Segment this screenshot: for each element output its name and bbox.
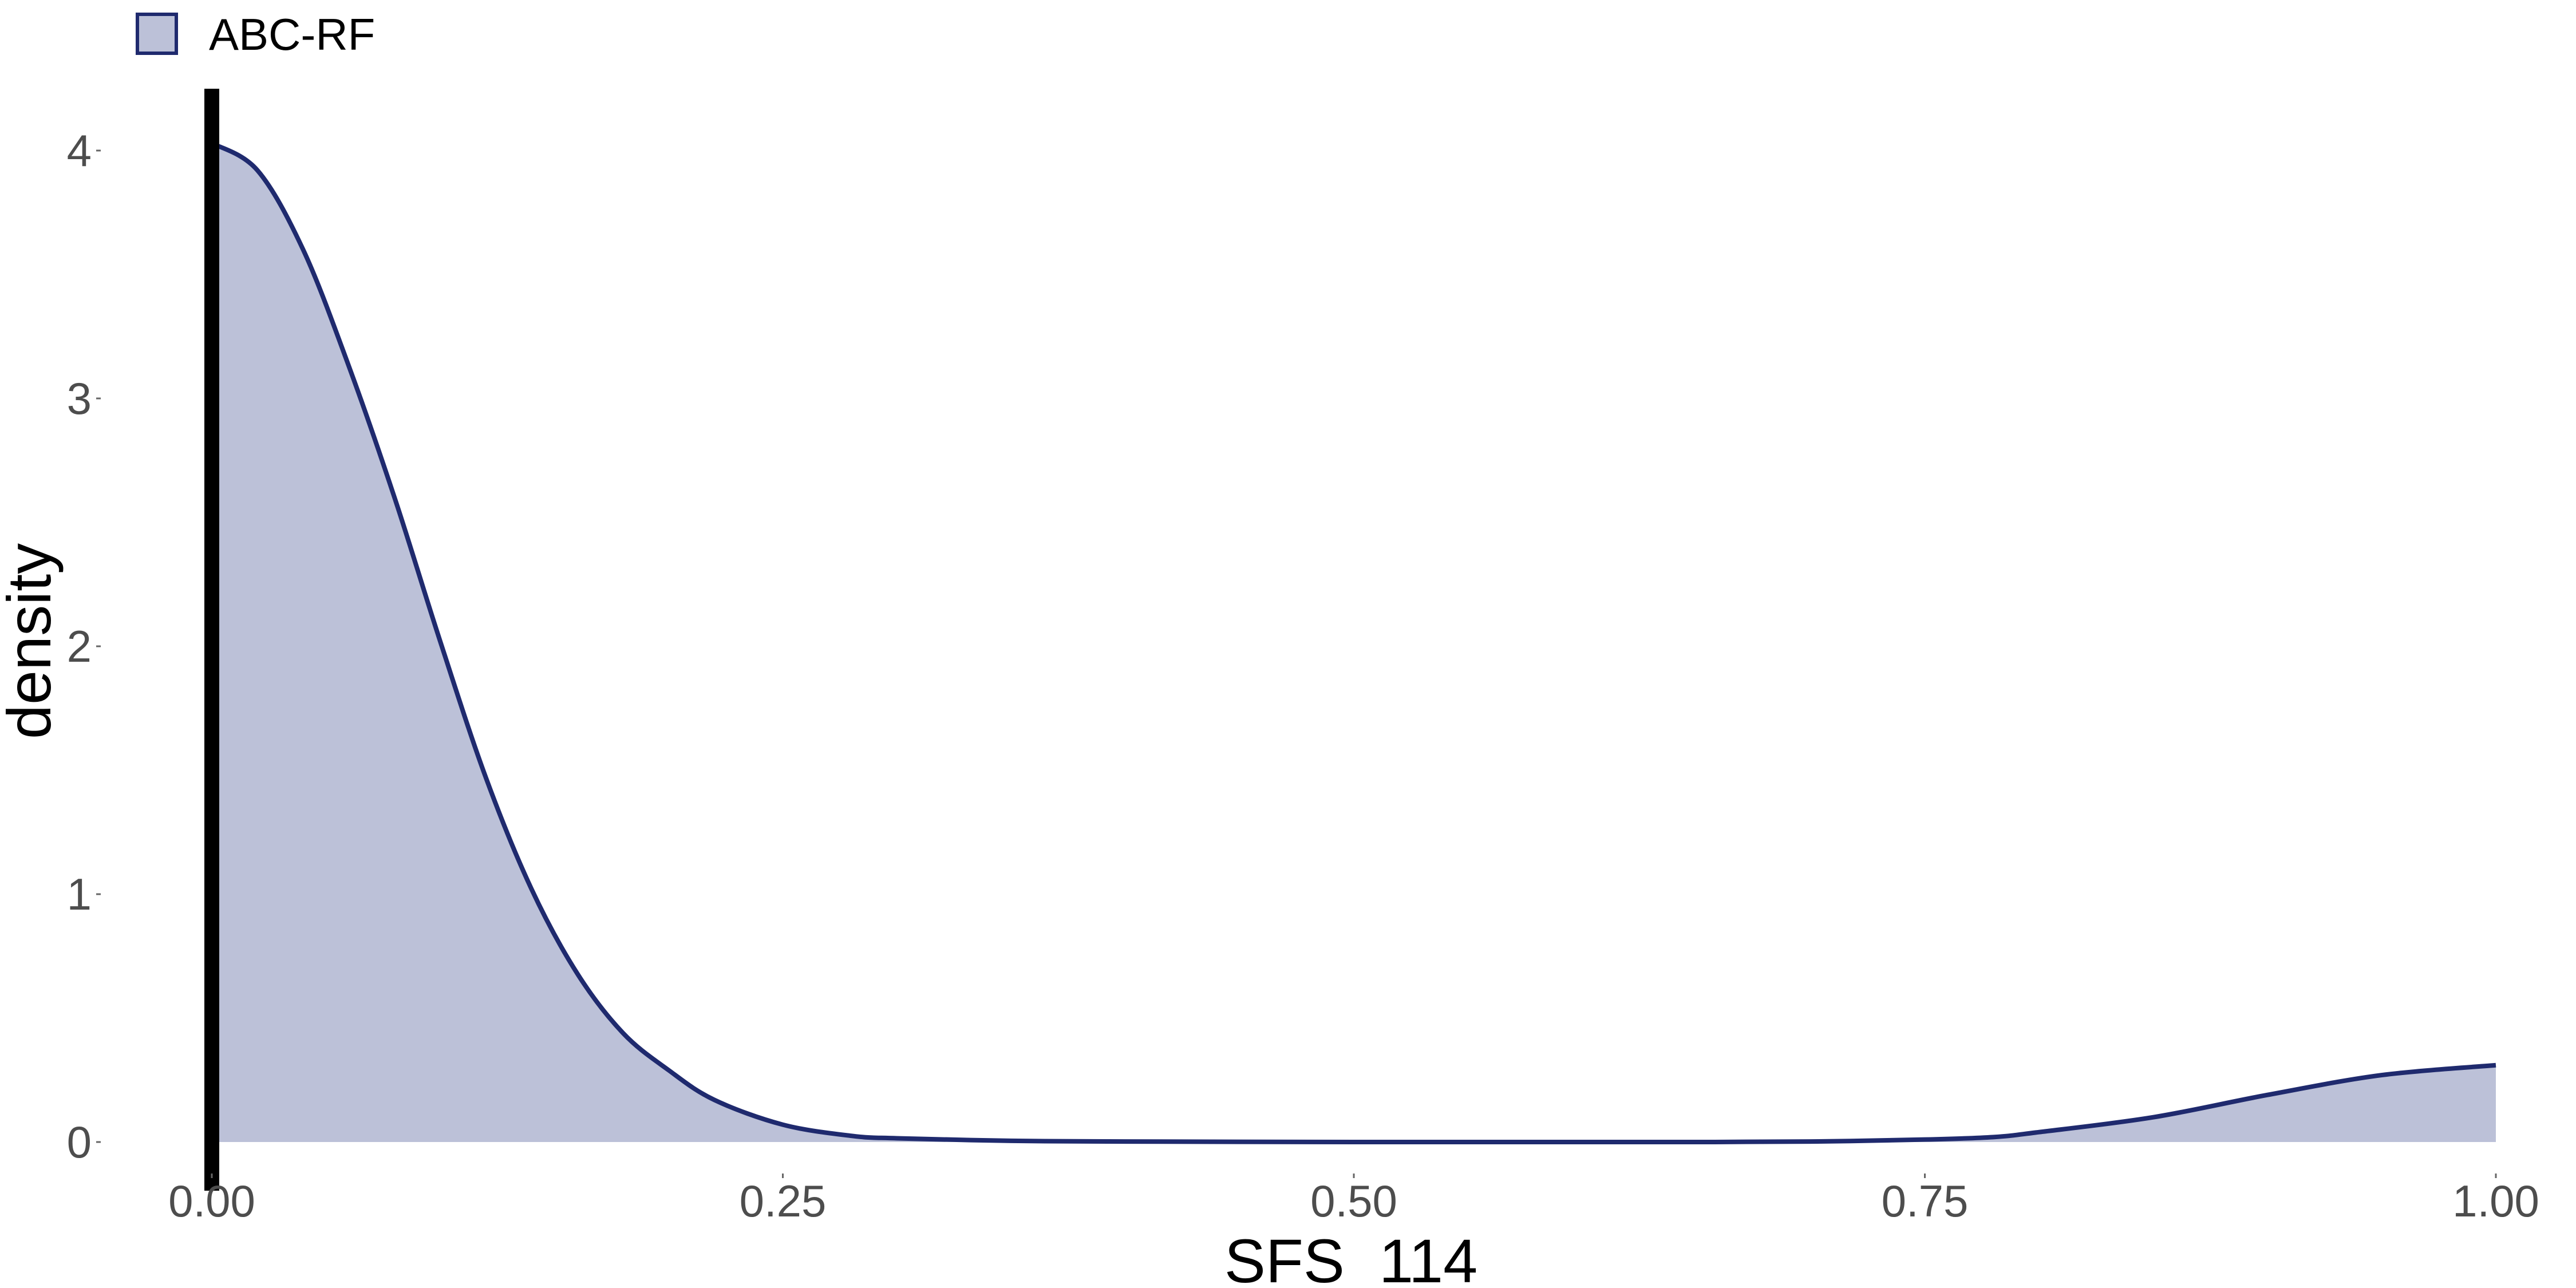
- x-axis-ticks: 0.00 0.25 0.50 0.75 1.00: [168, 1174, 2539, 1226]
- y-tick-label: 3: [67, 373, 92, 424]
- x-axis-title: SFS_114: [1224, 1226, 1477, 1288]
- density-line-layer: [210, 141, 2496, 1145]
- x-tick-label: 0.25: [740, 1176, 827, 1226]
- y-tick-label: 2: [67, 621, 92, 671]
- legend-label-abc-rf: ABC-RF: [209, 9, 375, 60]
- x-tick-label: 1.00: [2452, 1176, 2539, 1226]
- y-axis-ticks: 0 1 2 3 4: [67, 125, 101, 1167]
- x-tick-label: 0.00: [168, 1176, 255, 1226]
- y-tick-label: 1: [67, 869, 92, 919]
- y-axis-title: density: [0, 543, 64, 739]
- legend: ABC-RF: [136, 9, 375, 60]
- density-line-abc-rf: [210, 141, 2496, 1145]
- x-tick-label: 0.75: [1882, 1176, 1969, 1226]
- y-tick-label: 4: [67, 125, 92, 176]
- y-tick-label: 0: [67, 1117, 92, 1167]
- density-area-layer: [212, 143, 2496, 1142]
- legend-swatch-abc-rf: [136, 13, 178, 55]
- density-area-abc-rf: [212, 143, 2496, 1142]
- x-tick-label: 0.50: [1310, 1176, 1397, 1226]
